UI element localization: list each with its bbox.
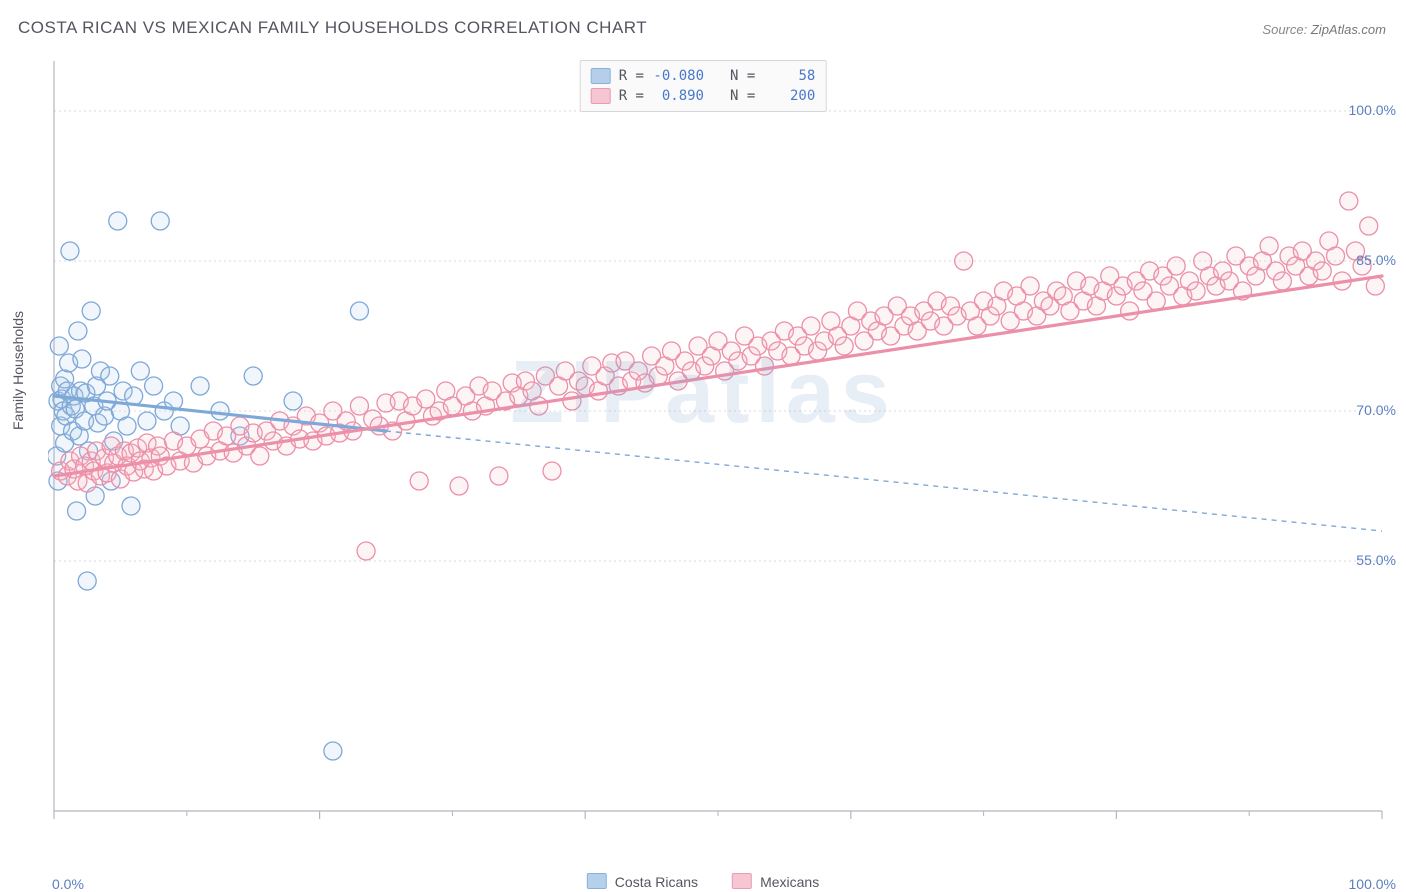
y-tick-label: 100.0%: [1349, 102, 1396, 118]
x-tick-min: 0.0%: [52, 876, 84, 892]
x-tick-max: 100.0%: [1349, 876, 1396, 892]
legend-item-mexicans: Mexicans: [732, 873, 819, 890]
chart-title: COSTA RICAN VS MEXICAN FAMILY HOUSEHOLDS…: [18, 18, 647, 38]
stats-R-label: R =: [619, 66, 644, 86]
y-tick-label: 85.0%: [1356, 252, 1396, 268]
source-value: ZipAtlas.com: [1311, 22, 1386, 37]
source-label: Source:: [1262, 22, 1307, 37]
stats-R-value-mex: 0.890: [652, 86, 704, 106]
chart-svg: [48, 55, 1388, 845]
chip-costa-ricans-icon: [591, 68, 611, 84]
correlation-stats-box: R = -0.080 N = 58 R = 0.890 N = 200: [580, 60, 827, 112]
stats-N-label: N =: [730, 66, 755, 86]
legend-chip-costa-icon: [587, 873, 607, 889]
legend-chip-mex-icon: [732, 873, 752, 889]
stats-row-mexicans: R = 0.890 N = 200: [591, 86, 816, 106]
y-tick-label: 55.0%: [1356, 552, 1396, 568]
bottom-legend: Costa Ricans Mexicans: [587, 873, 819, 890]
stats-N-value-mex: 200: [763, 86, 815, 106]
legend-label: Mexicans: [760, 874, 819, 890]
stats-N-value-costa: 58: [763, 66, 815, 86]
plot-area: [48, 55, 1388, 845]
legend-label: Costa Ricans: [615, 874, 698, 890]
stats-R-label: R =: [619, 86, 644, 106]
legend-item-costa-ricans: Costa Ricans: [587, 873, 698, 890]
stats-row-costa-ricans: R = -0.080 N = 58: [591, 66, 816, 86]
chip-mexicans-icon: [591, 88, 611, 104]
source-attribution: Source: ZipAtlas.com: [1262, 22, 1386, 37]
stats-R-value-costa: -0.080: [652, 66, 704, 86]
y-axis-label: Family Households: [10, 311, 26, 430]
stats-N-label: N =: [730, 86, 755, 106]
y-tick-label: 70.0%: [1356, 402, 1396, 418]
